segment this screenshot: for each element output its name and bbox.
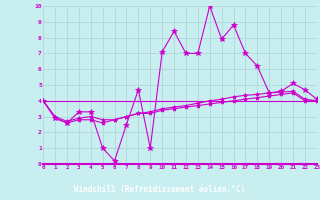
- Text: Windchill (Refroidissement éolien,°C): Windchill (Refroidissement éolien,°C): [75, 185, 245, 194]
